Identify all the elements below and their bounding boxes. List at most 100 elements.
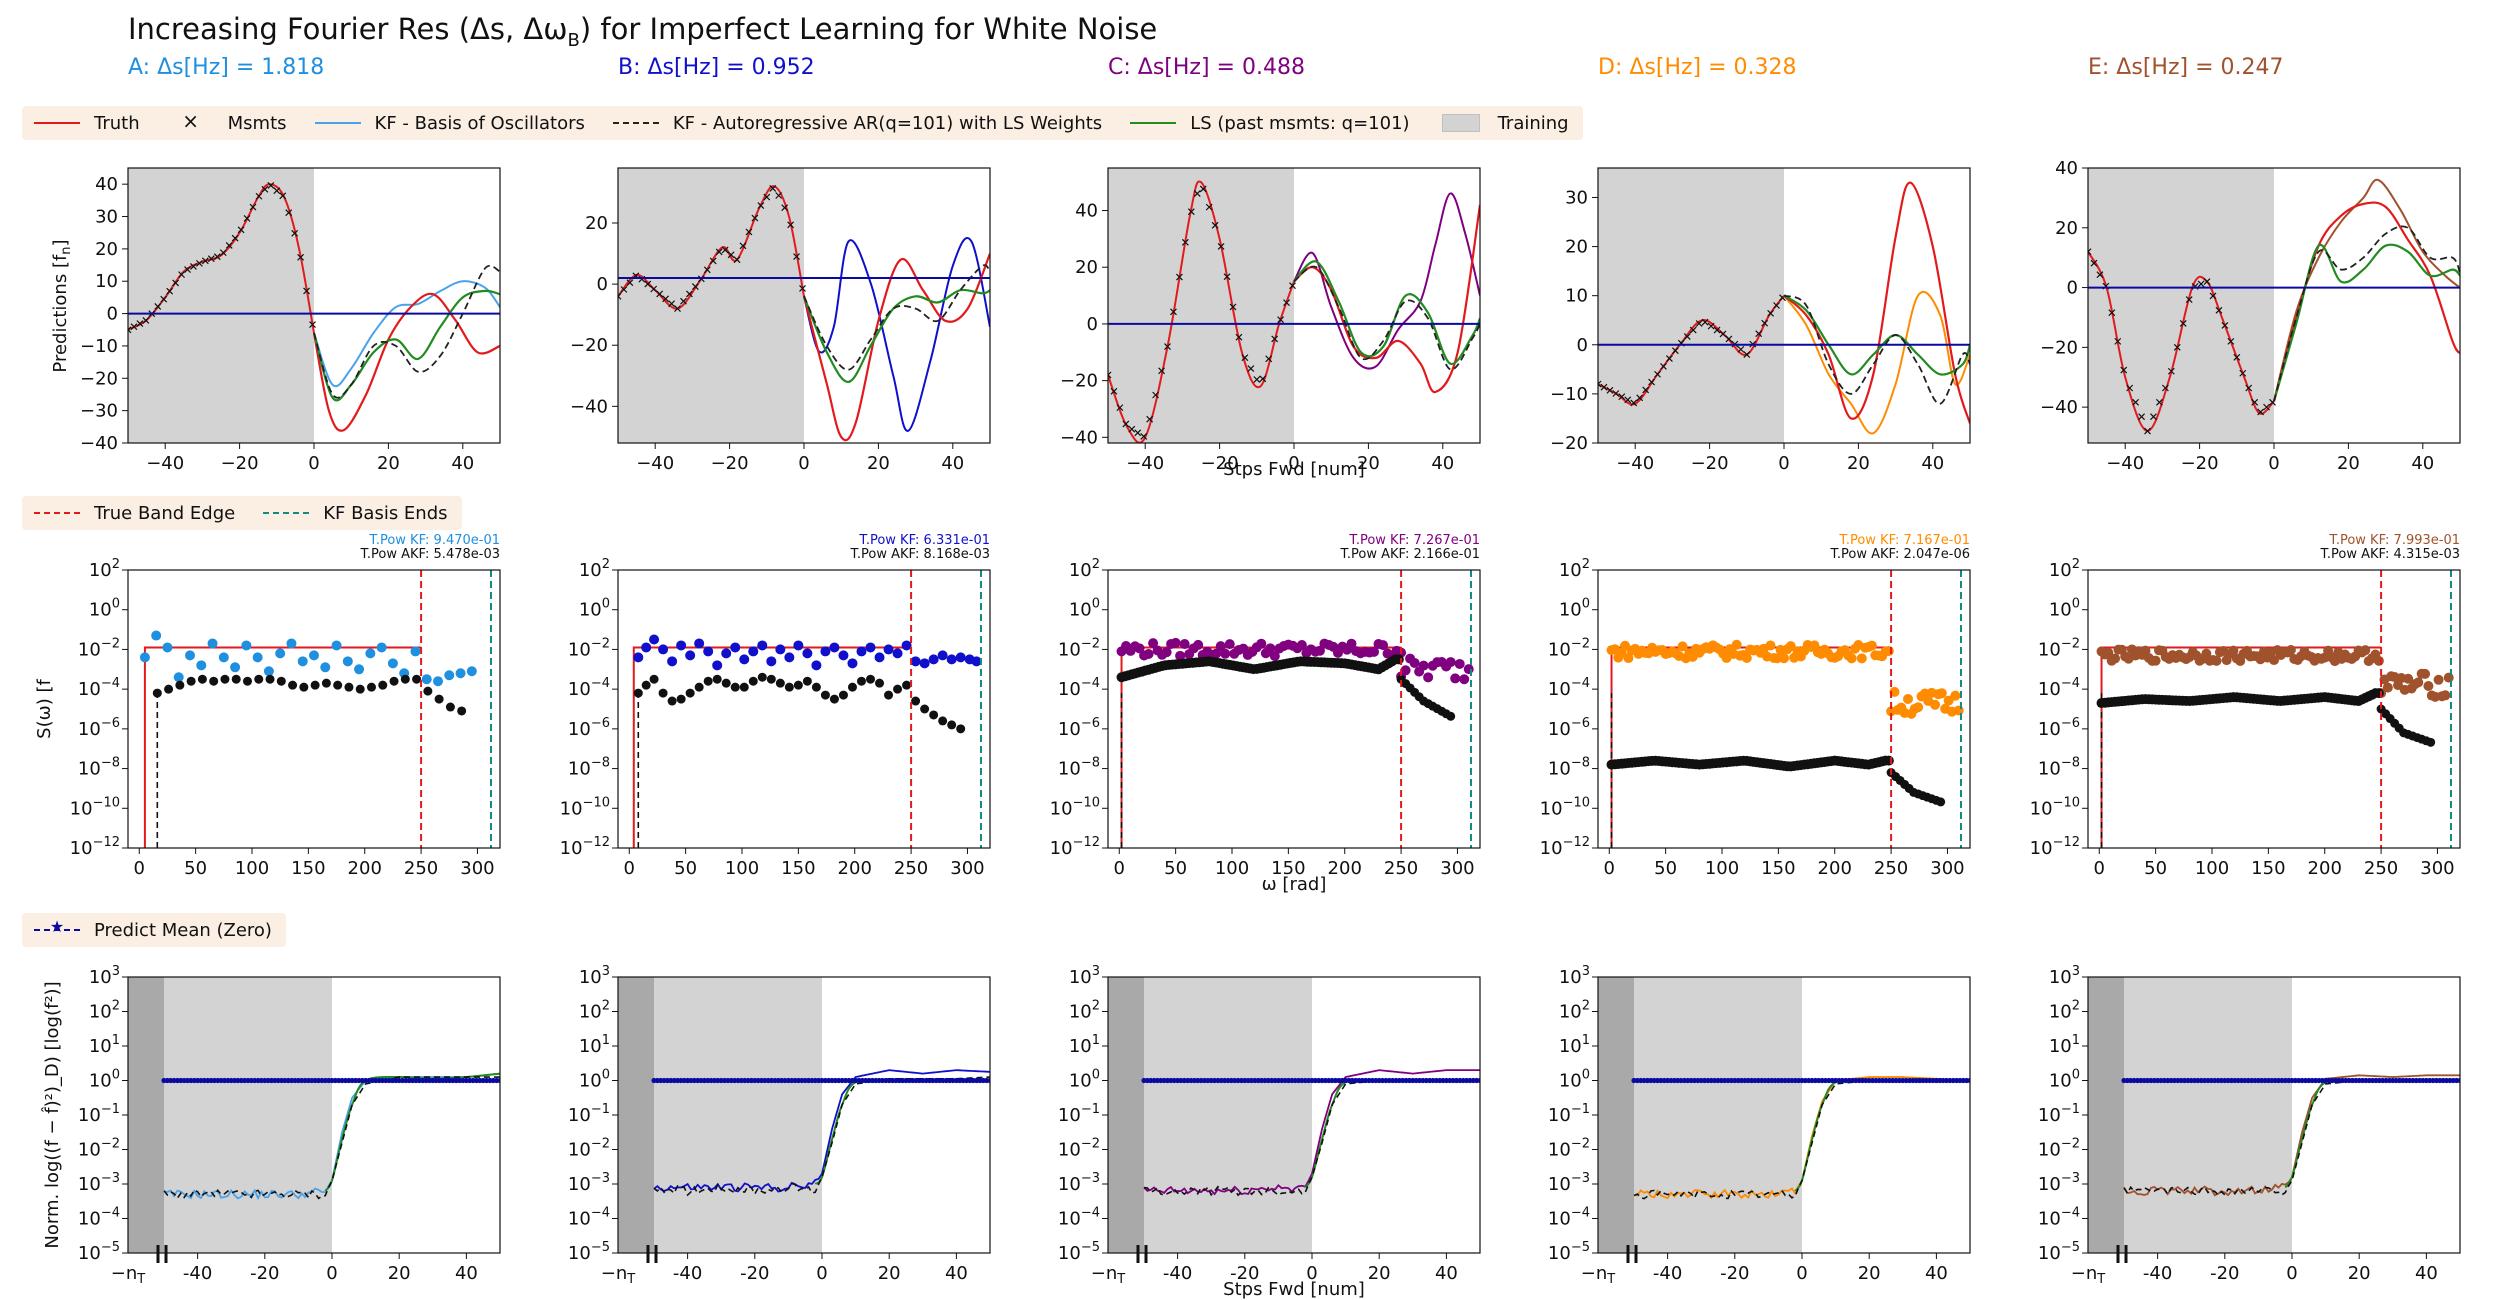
msmt-marker — [213, 253, 221, 261]
tick-exponent: 0 — [602, 597, 610, 612]
y-tick-label: 10−6 — [1058, 716, 1100, 740]
tick-base: 10 — [1548, 719, 1571, 740]
training-gap-region — [128, 977, 164, 1253]
tick-base: 10 — [579, 560, 602, 581]
x-tick-label-nT: −nT — [1091, 1263, 1126, 1287]
tick-exponent: −5 — [1081, 1240, 1100, 1255]
kf-ar-point — [793, 680, 803, 690]
kf-ar-point — [947, 720, 957, 730]
kf-basis-point — [376, 642, 387, 653]
tick-base: 10 — [70, 798, 93, 819]
y-tick-label: 10−3 — [2038, 1171, 2080, 1195]
x-tick-label: 150 — [1761, 858, 1795, 879]
kf-ar-point — [220, 674, 230, 684]
x-tick-label: 0 — [326, 1263, 337, 1284]
kf-ar-point — [929, 710, 939, 720]
x-tick-label: 0 — [2268, 453, 2279, 474]
tick-base: 10 — [2038, 1243, 2061, 1264]
x-tick-label: 200 — [838, 858, 872, 879]
y-tick-label: 102 — [579, 557, 610, 581]
tick-base: 10 — [1069, 1002, 1092, 1023]
kf-ar-point — [378, 680, 388, 690]
tick-exponent: −8 — [101, 756, 120, 771]
tick-exponent: −6 — [591, 716, 610, 731]
tick-base: 10 — [568, 719, 591, 740]
y-tick-label: 100 — [89, 1068, 120, 1092]
tick-base: 10 — [568, 759, 591, 780]
kf-basis-point — [694, 638, 705, 649]
truth-spectrum — [2100, 646, 2382, 848]
kf-ar-line — [2273, 225, 2460, 402]
x-tick-label: −40 — [1616, 453, 1654, 474]
tpow-kf: T.Pow KF: 7.267e-01 — [1348, 533, 1480, 548]
y-tick-label: 10−4 — [1548, 1206, 1590, 1230]
tick-exponent: 3 — [112, 964, 120, 979]
msmt-marker — [1683, 333, 1691, 341]
tick-exponent: −12 — [93, 835, 120, 850]
x-tick-label: 300 — [1930, 858, 1964, 879]
kf-basis-point — [641, 642, 652, 653]
kf-ar-point — [766, 674, 776, 684]
msmt-marker — [2263, 403, 2270, 411]
msmt-marker — [1654, 370, 1661, 378]
x-tick-label: −20 — [2181, 453, 2219, 474]
tick-exponent: −2 — [1081, 636, 1100, 651]
kf-basis-point — [874, 652, 885, 663]
tick-exponent: 2 — [112, 999, 120, 1014]
y-tick-label: 102 — [2049, 557, 2080, 581]
msmt-marker — [2239, 369, 2247, 377]
y-tick-label: 103 — [89, 964, 120, 988]
training-region — [1598, 168, 1784, 443]
kf-ar-point — [333, 680, 343, 690]
msmt-marker — [691, 283, 699, 290]
kf-basis-point — [928, 654, 939, 665]
kf-basis-point — [2423, 681, 2434, 692]
tick-exponent: −3 — [2061, 1171, 2080, 1186]
panel-subtitle: C: Δs[Hz] = 0.488 — [1108, 55, 1305, 80]
error-panel-B: −nT -40 -20 0 20 4010310210110010−110−210−310… — [568, 964, 991, 1287]
tick-base: 10 — [2049, 967, 2072, 988]
msmt-marker — [1223, 273, 1231, 281]
kf-basis-point — [309, 650, 319, 661]
kf-ar-point — [902, 680, 912, 690]
tick-base: 10 — [2038, 759, 2061, 780]
kf-ar-point — [445, 702, 455, 712]
msmt-marker — [626, 279, 634, 287]
tick-base: 10 — [1559, 600, 1582, 621]
y-tick-label: 10 — [1565, 286, 1588, 307]
tick-exponent: 0 — [1092, 597, 1100, 612]
y-tick-label: −30 — [80, 401, 118, 422]
x-tick-label: -40 — [1653, 1263, 1682, 1284]
y-tick-label: 10−10 — [1540, 795, 1590, 819]
kf-ar-point — [703, 676, 713, 686]
spectrum-panel-E: 0 50 100 150 200 250 30010210010−210−410−610−8… — [2030, 533, 2461, 879]
tick-base: 10 — [78, 639, 101, 660]
x-tick-label: 40 — [941, 453, 964, 474]
tick-base: 10 — [2049, 1071, 2072, 1092]
kf-ar-point — [802, 676, 812, 686]
y-tick-label: 40 — [1075, 201, 1098, 222]
tick-exponent: 2 — [602, 557, 610, 572]
msmt-marker — [1241, 354, 1249, 362]
msmt-marker — [2215, 306, 2223, 314]
tick-exponent: 0 — [1582, 597, 1590, 612]
y-tick-label: 10−4 — [1058, 676, 1100, 700]
tick-base: 10 — [579, 600, 602, 621]
tpow-akf: T.Pow AKF: 2.166e-01 — [1340, 547, 1480, 562]
kf-basis-point — [757, 640, 768, 651]
msmt-marker — [745, 228, 753, 236]
kf-basis-point — [2382, 682, 2393, 693]
kf-ar-line — [1293, 265, 1480, 371]
tick-base: 10 — [78, 719, 101, 740]
kf-ar-point — [875, 678, 885, 688]
kf-basis-point — [1950, 690, 1961, 701]
kf-ar-point — [633, 688, 643, 698]
tick-base: 10 — [1058, 719, 1081, 740]
kf-basis-point — [838, 650, 849, 661]
kf-basis-point — [667, 656, 678, 667]
msmt-marker — [1289, 282, 1296, 290]
msmt-marker — [1636, 394, 1644, 402]
kf-basis-point — [365, 648, 376, 659]
mean-marker — [2457, 1077, 2460, 1084]
